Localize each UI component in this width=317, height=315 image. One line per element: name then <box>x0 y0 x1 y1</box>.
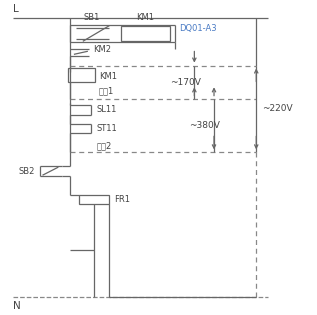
Text: L: L <box>13 4 18 14</box>
Bar <box>68 68 95 82</box>
Text: KM1: KM1 <box>136 13 154 22</box>
Text: ~380V: ~380V <box>190 121 220 130</box>
Text: N: N <box>13 301 20 311</box>
Text: DQ01-A3: DQ01-A3 <box>180 24 217 33</box>
Text: KM1: KM1 <box>99 72 117 81</box>
Text: 线芯1: 线芯1 <box>99 87 114 95</box>
Text: ~220V: ~220V <box>262 104 293 113</box>
Bar <box>121 26 170 41</box>
Text: ~170V: ~170V <box>170 77 201 87</box>
Text: SB2: SB2 <box>18 167 35 176</box>
Text: KM2: KM2 <box>93 45 111 54</box>
Text: FR1: FR1 <box>114 195 130 204</box>
Text: SB1: SB1 <box>83 13 100 22</box>
Text: ST11: ST11 <box>96 124 117 133</box>
Text: 线芯2: 线芯2 <box>96 141 111 150</box>
Bar <box>80 195 109 204</box>
Text: SL11: SL11 <box>96 105 116 114</box>
